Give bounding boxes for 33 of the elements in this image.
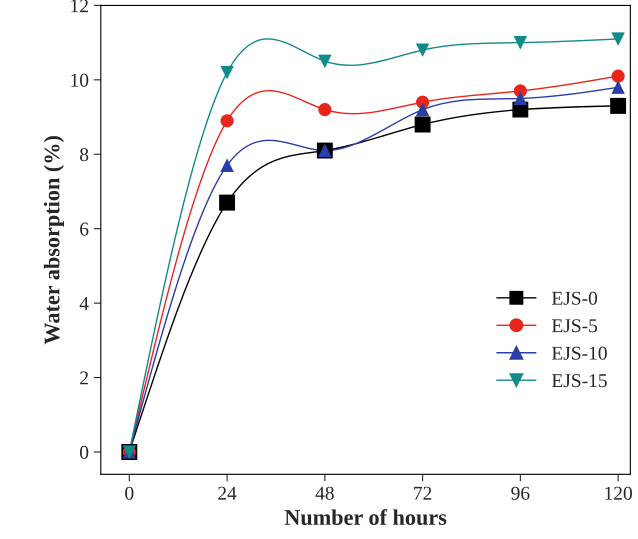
point [318, 103, 332, 116]
x-tick-label: 48 [316, 486, 334, 500]
x-axis-title: Number of hours [284, 509, 446, 526]
y-tick-label: 0 [80, 446, 88, 459]
y-tick-label: 8 [80, 148, 88, 162]
point [416, 103, 430, 116]
point [416, 43, 430, 57]
point [612, 70, 625, 83]
point [219, 194, 236, 211]
legend-label: EJS-15 [552, 374, 607, 388]
x-tick-label: 120 [605, 486, 632, 500]
legend-label: EJS-10 [552, 346, 607, 360]
point [610, 98, 626, 114]
x-tick-label: 96 [511, 486, 530, 500]
point [514, 92, 527, 105]
y-tick-label: 2 [80, 371, 88, 384]
point [414, 116, 431, 132]
x-tick-label: 24 [218, 486, 236, 500]
x-tick-label: 72 [414, 486, 432, 500]
legend-label: EJS-0 [552, 292, 598, 305]
point [220, 114, 234, 128]
y-tick-label: 10 [71, 74, 88, 87]
y-tick-label: 4 [80, 297, 89, 310]
point [514, 36, 527, 50]
y-tick-label: 6 [80, 222, 88, 236]
point [220, 158, 234, 172]
point [318, 54, 332, 68]
y-axis-title: Water absorption (%) [44, 136, 64, 344]
legend-label: EJS-5 [552, 319, 598, 332]
point [612, 80, 625, 94]
x-tick-label: 0 [125, 486, 134, 500]
point [220, 66, 234, 79]
point [612, 32, 625, 46]
